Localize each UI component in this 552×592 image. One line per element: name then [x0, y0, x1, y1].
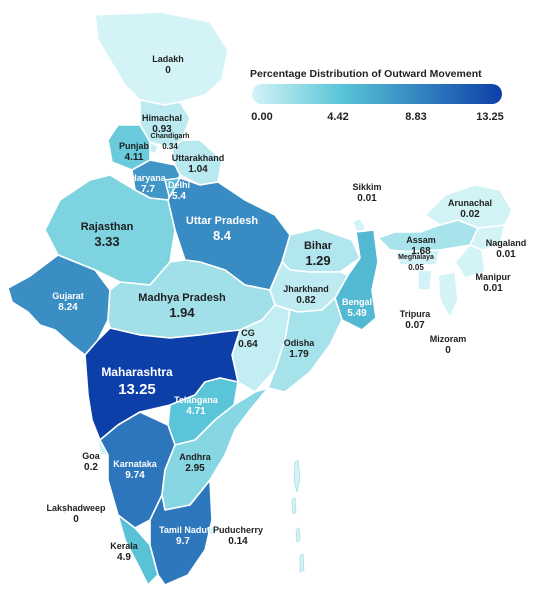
label-odisha: Odisha 1.79 [283, 338, 315, 361]
legend-tick-min: 0.00 [251, 111, 273, 123]
label-karnataka: Karnataka 9.74 [113, 459, 157, 482]
label-manipur: Manipur 0.01 [475, 272, 511, 295]
region-manipur[interactable] [454, 244, 486, 279]
region-nagaland[interactable] [469, 224, 506, 251]
region-lakshadweep[interactable] [61, 507, 68, 516]
label-meghalaya: Meghalaya 0.05 [398, 254, 434, 273]
label-andhra: Andhra 2.95 [179, 452, 211, 475]
region-arunachal[interactable] [424, 184, 513, 229]
label-bengal: Bengal 5.49 [341, 297, 373, 320]
region-meghalaya[interactable] [394, 249, 441, 266]
label-assam: Assam 1.68 [406, 235, 436, 258]
legend-title: Percentage Distribution of Outward Movem… [250, 68, 482, 80]
label-telangana: Telangana 4.71 [174, 395, 218, 418]
label-goa: Goa 0.2 [82, 451, 100, 474]
label-madhya-pradesh: Madhya Pradesh 1.94 [138, 292, 226, 320]
label-tamil-nadu: Tamil Nadu 9.7 [159, 525, 207, 548]
region-puducherry[interactable] [207, 525, 216, 536]
label-ladakh: Ladakh 0 [152, 54, 184, 77]
label-haryana: Haryana 7.7 [130, 173, 166, 196]
region-tripura[interactable] [417, 269, 433, 291]
region-chandigarh[interactable] [149, 141, 159, 155]
region-bengal[interactable] [334, 229, 379, 331]
label-uttarakhand: Uttarakhand 1.04 [171, 153, 225, 176]
label-kerala: Kerala 4.9 [110, 541, 138, 564]
legend-tick-1: 4.42 [327, 111, 349, 123]
label-bihar: Bihar 1.29 [303, 240, 333, 268]
legend-tick-max: 13.25 [476, 111, 504, 123]
label-lakshadweep: Lakshadweep 0 [46, 503, 106, 526]
label-tripura: Tripura 0.07 [399, 309, 431, 332]
andaman-nicobar-islands [291, 459, 305, 573]
region-sikkim[interactable] [351, 217, 367, 235]
legend-tick-2: 8.83 [405, 111, 427, 123]
label-mizoram: Mizoram 0 [429, 334, 467, 357]
label-punjab: Punjab 4.11 [118, 141, 150, 164]
label-chandigarh: Chandigarh 0.34 [150, 133, 190, 152]
label-jharkhand: Jharkhand 0.82 [283, 284, 329, 307]
label-rajasthan: Rajasthan 3.33 [80, 221, 134, 249]
region-kerala[interactable] [117, 514, 159, 586]
label-himachal: Himachal 0.93 [141, 113, 183, 136]
label-uttar-pradesh: Uttar Pradesh 8.4 [185, 215, 259, 243]
label-delhi: Delhi 5.4 [167, 180, 191, 203]
label-sikkim: Sikkim 0.01 [352, 182, 382, 205]
label-nagaland: Nagaland 0.01 [485, 238, 527, 261]
label-cg: CG 0.64 [238, 328, 258, 351]
region-mizoram[interactable] [437, 271, 459, 319]
legend-color-bar [252, 84, 502, 104]
label-puducherry: Puducherry 0.14 [212, 525, 264, 548]
region-odisha[interactable] [267, 297, 343, 393]
label-gujarat: Gujarat 8.24 [52, 291, 84, 314]
label-arunachal: Arunachal 0.02 [447, 198, 493, 221]
label-maharashtra: Maharashtra 13.25 [101, 365, 173, 398]
